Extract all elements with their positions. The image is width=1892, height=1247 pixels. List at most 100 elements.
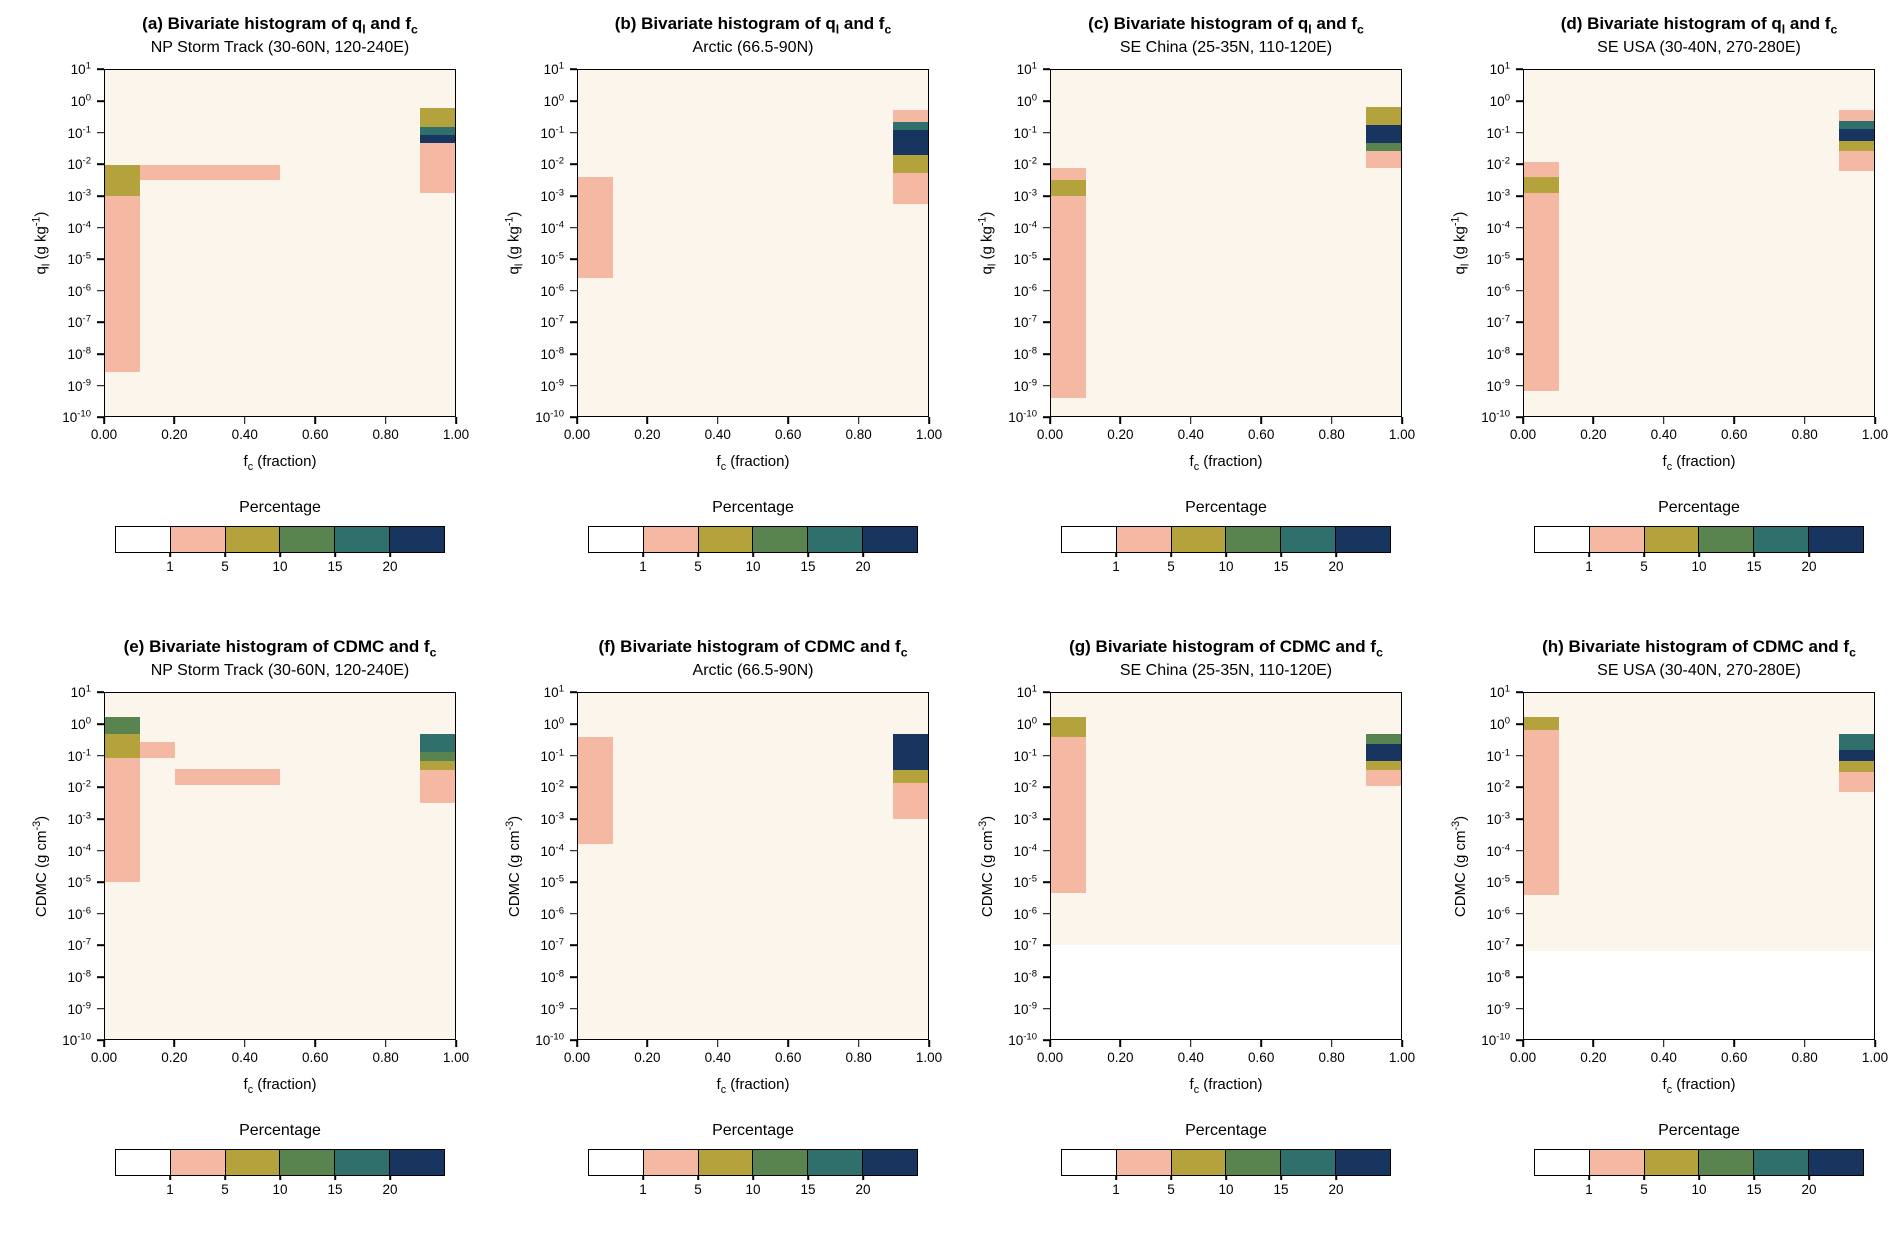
y-tick-label: 10-5	[540, 250, 564, 268]
colorbar-tick-label: 5	[1640, 1182, 1648, 1198]
y-tick-label: 10-2	[540, 155, 564, 173]
x-tick-mark	[173, 1040, 176, 1048]
x-tick-mark	[314, 417, 316, 425]
y-tick-label: 10-4	[1013, 842, 1037, 859]
y-tick-label: 10-8	[540, 968, 564, 986]
panel-f: (f) Bivariate histogram of CDMC and fc Ar…	[473, 623, 946, 1246]
y-tick-label: 10-7	[1486, 313, 1510, 331]
y-tick-label: 10-5	[1013, 250, 1037, 268]
y-tick-mark	[1043, 226, 1050, 229]
y-tick-label: 10-9	[1486, 1000, 1510, 1017]
x-tick-mark	[1190, 417, 1192, 425]
y-tick-label: 101	[70, 60, 91, 78]
colorbar-segment-15-20	[1754, 1150, 1810, 1176]
colorbar-tick-mark	[697, 1176, 699, 1181]
y-tick-label: 10-3	[1486, 187, 1510, 204]
x-tick-mark	[1522, 1040, 1524, 1048]
colorbar-tick-label: 1	[639, 1182, 647, 1198]
colorbar-tick-mark	[169, 1176, 171, 1181]
y-tick-mark	[570, 290, 577, 292]
colorbar-segment-15-20	[808, 527, 864, 553]
colorbar: Percentage 1 5 10 15 20	[104, 1122, 456, 1198]
y-tick-label: 10-10	[1481, 1031, 1510, 1049]
x-tick-label: 0.40	[1650, 427, 1677, 443]
colorbar-tick-mark	[807, 553, 809, 558]
plot-box	[1050, 692, 1402, 1041]
heatmap-block	[1051, 737, 1086, 894]
colorbar-segment-1-5	[1589, 527, 1645, 553]
y-tick-label: 10-5	[1013, 873, 1037, 891]
y-tick-mark	[97, 258, 104, 260]
x-tick-label: 0.40	[1177, 427, 1204, 443]
x-tick-mark	[1733, 417, 1735, 425]
heatmap-block	[1051, 167, 1086, 181]
y-tick-label: 10-6	[1486, 905, 1510, 922]
colorbar-tick-mark	[1588, 1176, 1590, 1181]
x-tick-mark	[857, 1040, 860, 1048]
plot-area: CDMC (g cm-3) 101 100 10-1 10-2 10-3 10-4 10-5 1…	[32, 685, 470, 1065]
colorbar-tick-label: 20	[855, 559, 871, 575]
y-tick-label: 101	[543, 683, 564, 701]
x-tick-label: 0.80	[372, 1050, 399, 1066]
y-axis-label: CDMC (g cm-3)	[978, 692, 997, 1040]
heatmap-block	[1366, 743, 1401, 761]
heatmap-block	[893, 172, 928, 205]
colorbar-segment-15-20	[335, 527, 391, 553]
y-tick-mark	[570, 416, 577, 419]
heatmap-block	[1524, 716, 1559, 730]
colorbar-bar	[588, 526, 918, 554]
x-tick-mark	[1330, 417, 1333, 425]
y-tick-label: 10-3	[1013, 810, 1037, 827]
x-tick-mark	[1260, 1040, 1262, 1048]
y-tick-label: 100	[543, 715, 564, 733]
x-tick-label: 0.60	[302, 1050, 329, 1066]
colorbar-tick-label: 1	[1585, 559, 1593, 575]
y-tick-mark	[1516, 723, 1523, 725]
x-tick-mark	[1401, 1040, 1403, 1048]
colorbar-segment-lt1	[1535, 1150, 1590, 1176]
colorbar-segment-10-15	[1699, 527, 1755, 553]
colorbar-title: Percentage	[1185, 1122, 1267, 1140]
y-tick-mark	[97, 786, 104, 789]
plot-box	[577, 692, 929, 1041]
y-tick-label: 10-10	[1481, 408, 1510, 426]
y-tick-label: 100	[70, 715, 91, 733]
heatmap-block	[893, 122, 928, 131]
y-tick-mark	[1043, 195, 1050, 197]
x-tick-mark	[1049, 1040, 1051, 1048]
y-tick-mark	[570, 754, 577, 757]
panel-c: (c) Bivariate histogram of ql and fc SE C…	[946, 0, 1419, 623]
heatmap-block	[578, 177, 613, 278]
y-tick-mark	[1516, 226, 1523, 229]
colorbar-tick-mark	[1808, 1176, 1810, 1181]
colorbar-segment-1-5	[170, 1150, 226, 1176]
y-tick-label: 10-2	[67, 155, 91, 173]
colorbar-tick-label: 5	[1167, 559, 1175, 575]
y-tick-mark	[1516, 290, 1523, 292]
y-tick-mark	[1516, 786, 1523, 789]
x-axis-label: fc (fraction)	[716, 1076, 790, 1097]
heatmap-block	[1051, 180, 1086, 197]
y-tick-mark	[1516, 1007, 1523, 1010]
x-tick-mark	[928, 1040, 930, 1048]
x-tick-label: 0.20	[634, 1050, 661, 1066]
colorbar-tick-label: 20	[855, 1182, 871, 1198]
colorbar-segment-gt20	[863, 527, 917, 553]
panel-title: (f) Bivariate histogram of CDMC and fc	[598, 637, 908, 660]
y-tick-label: 10-6	[540, 905, 564, 922]
colorbar-tick-label: 5	[1167, 1182, 1175, 1198]
x-tick-label: 1.00	[1388, 1050, 1416, 1066]
panel-title: (d) Bivariate histogram of ql and fc	[1560, 14, 1838, 37]
x-tick-label: 0.00	[563, 1050, 591, 1066]
colorbar-bar	[1534, 526, 1864, 554]
x-tick-label: 0.40	[231, 427, 258, 443]
x-tick-mark	[576, 1040, 578, 1048]
x-tick-mark	[646, 1040, 649, 1048]
y-tick-label: 10-9	[67, 377, 91, 394]
plot-area: CDMC (g cm-3) 101 100 10-1 10-2 10-3 10-4 10-5 1…	[978, 685, 1416, 1065]
colorbar-segment-gt20	[1336, 527, 1390, 553]
heatmap-block	[1366, 770, 1401, 787]
colorbar-segment-1-5	[1589, 1150, 1645, 1176]
y-tick-label: 100	[1016, 715, 1037, 733]
